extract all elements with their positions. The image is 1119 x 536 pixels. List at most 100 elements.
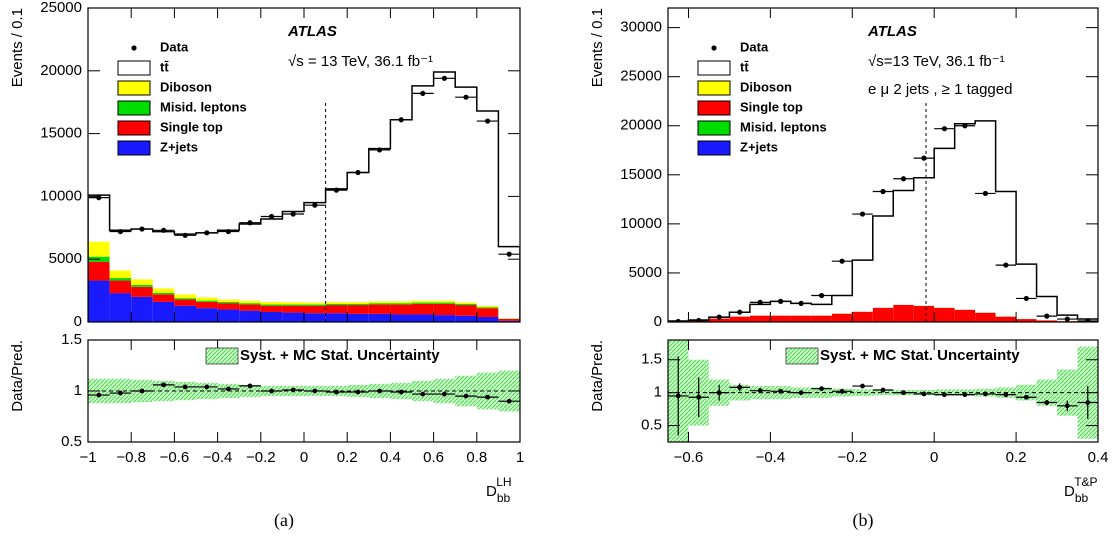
y-axis-label: Events / 0.1 — [589, 8, 606, 87]
y-tick-label: 10000 — [40, 187, 82, 204]
data-point — [355, 169, 361, 176]
caption: (a) — [274, 510, 294, 531]
energy-label: √s=13 TeV, 36.1 fb⁻¹ — [868, 53, 1005, 70]
y-tick-label: 0 — [74, 313, 82, 330]
stack-segment — [476, 307, 499, 309]
ratio-point — [182, 384, 188, 390]
ratio-point — [1085, 400, 1091, 405]
stack-segment — [872, 307, 894, 322]
legend-swatch — [117, 120, 151, 136]
ratio-point — [485, 394, 490, 400]
stack-outline — [88, 71, 520, 322]
stack-segment — [152, 294, 175, 302]
stack-segment — [995, 191, 1017, 317]
ratio-point — [420, 391, 426, 397]
plot-area — [88, 370, 520, 412]
stack-segment — [412, 314, 434, 322]
data-point — [161, 227, 167, 233]
stack-segment — [749, 304, 771, 316]
stack-segment — [811, 304, 832, 316]
ratio-point — [839, 388, 845, 394]
stack-segment — [708, 318, 730, 322]
stack-segment — [196, 297, 218, 301]
stack-segment — [152, 301, 175, 322]
ratio-point — [1003, 392, 1009, 398]
data-point — [333, 187, 339, 193]
x-tick-label: −1 — [79, 449, 96, 466]
stack-segment — [455, 302, 477, 304]
y-tick-label: 25000 — [40, 0, 82, 16]
stack-segment — [174, 294, 196, 299]
stack-segment — [239, 224, 261, 301]
data-point — [778, 298, 784, 304]
stack-segment — [131, 279, 153, 285]
legend-label: Z+jets — [160, 139, 198, 154]
stack-segment — [995, 316, 1017, 322]
y-axis-label: Events / 0.1 — [9, 8, 26, 87]
stack-segment — [131, 229, 153, 280]
legend-label: Single top — [740, 99, 803, 114]
stack-segment — [239, 304, 261, 311]
data-point — [463, 94, 469, 100]
legend-swatch — [117, 140, 151, 156]
data-point — [441, 75, 447, 81]
stack-segment — [790, 303, 812, 316]
stack-segment — [954, 123, 976, 310]
x-label-sup: LH — [496, 475, 511, 489]
data-point — [420, 90, 426, 97]
stack-segment — [1016, 319, 1037, 322]
ratio-point — [962, 392, 968, 398]
selection-label: e μ 2 jets , ≥ 1 tagged — [868, 81, 1012, 98]
stack-segment — [152, 292, 175, 295]
stack-segment — [433, 300, 456, 303]
stack-segment — [217, 309, 240, 322]
legend-data-marker — [711, 45, 717, 51]
x-tick-label: −0.8 — [116, 449, 146, 466]
data-point — [117, 228, 123, 235]
stack-segment — [749, 315, 771, 322]
stack-segment — [975, 120, 996, 313]
x-label-sub: bb — [1075, 491, 1089, 505]
stack-segment — [390, 303, 412, 305]
y-tick-label: 15000 — [620, 166, 662, 183]
data-point — [1064, 316, 1070, 322]
stack-segment — [1036, 296, 1058, 321]
x-tick-label: −0.6 — [674, 449, 704, 466]
legend-label: Z+jets — [740, 139, 778, 154]
atlas-label: ATLAS — [867, 23, 917, 40]
stack-segment — [282, 312, 304, 322]
uncertainty-band — [872, 390, 894, 396]
stack-segment — [347, 172, 369, 302]
x-tick-label: 0.8 — [466, 449, 487, 466]
stack-segment — [217, 230, 240, 300]
stack-segment — [433, 72, 456, 301]
stack-segment — [1016, 264, 1037, 319]
y-tick-label: 1.5 — [61, 331, 82, 348]
legend-swatch — [117, 100, 151, 116]
stack-segment — [831, 313, 853, 322]
data-point — [798, 300, 804, 306]
ratio-point — [737, 384, 743, 390]
ratio-point — [798, 390, 804, 396]
stack-segment — [433, 302, 456, 304]
ratio-point — [398, 389, 404, 395]
data-point — [506, 251, 512, 257]
data-point — [182, 232, 188, 238]
x-label-sup: T&P — [1074, 475, 1097, 489]
legend-label: Data — [740, 39, 769, 54]
ratio-point — [334, 389, 339, 395]
stack-segment — [88, 280, 110, 322]
y-tick-label: 20000 — [40, 62, 82, 79]
uncertainty-band — [852, 389, 873, 396]
x-tick-label: −0.6 — [160, 449, 190, 466]
ratio-point — [921, 391, 927, 397]
stack-segment — [347, 301, 369, 304]
stack-segment — [412, 302, 434, 304]
stack-segment — [304, 313, 326, 322]
y-axis-label: Data/Pred. — [589, 340, 606, 412]
data-point — [962, 123, 968, 129]
stack-segment — [282, 305, 304, 313]
stack-segment — [913, 177, 935, 306]
x-tick-label: −0.4 — [756, 449, 786, 466]
